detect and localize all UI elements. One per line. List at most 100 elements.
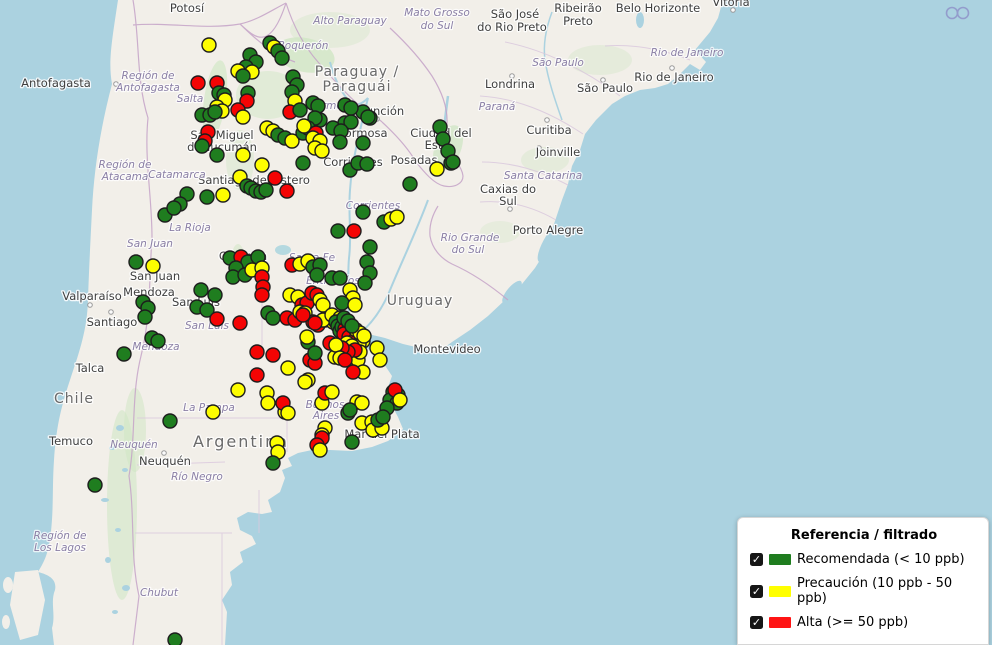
map-marker-yellow[interactable] <box>347 297 363 313</box>
map-marker-yellow[interactable] <box>235 147 251 163</box>
map-marker-green[interactable] <box>330 223 346 239</box>
map-marker-yellow[interactable] <box>328 337 344 353</box>
map-marker-green[interactable] <box>265 310 281 326</box>
map-marker-green[interactable] <box>334 295 350 311</box>
map-marker-yellow[interactable] <box>145 258 161 274</box>
town-dot <box>669 65 675 71</box>
map-marker-green[interactable] <box>137 309 153 325</box>
map-marker-yellow[interactable] <box>372 352 388 368</box>
map-marker-yellow[interactable] <box>354 395 370 411</box>
map-marker-red[interactable] <box>337 352 353 368</box>
map-marker-red[interactable] <box>307 315 323 331</box>
map-marker-green[interactable] <box>332 270 348 286</box>
map-marker-green[interactable] <box>193 282 209 298</box>
map-marker-green[interactable] <box>342 402 358 418</box>
map-marker-red[interactable] <box>239 93 255 109</box>
map-label: Temuco <box>48 434 93 448</box>
town-dot <box>161 450 167 456</box>
map-marker-green[interactable] <box>332 134 348 150</box>
map-marker-yellow[interactable] <box>312 442 328 458</box>
map-marker-red[interactable] <box>265 347 281 363</box>
map-marker-yellow[interactable] <box>356 328 372 344</box>
map-marker-green[interactable] <box>235 68 251 84</box>
map-marker-red[interactable] <box>249 367 265 383</box>
map-marker-green[interactable] <box>194 138 210 154</box>
map-marker-yellow[interactable] <box>429 161 445 177</box>
legend-row-recomendada: ✓ Recomendada (< 10 ppb) <box>750 552 978 567</box>
map-marker-green[interactable] <box>309 267 325 283</box>
map-marker-yellow[interactable] <box>235 109 251 125</box>
map-marker-yellow[interactable] <box>392 392 408 408</box>
map-marker-green[interactable] <box>162 413 178 429</box>
map-marker-yellow[interactable] <box>215 187 231 203</box>
map-marker-yellow[interactable] <box>315 297 331 313</box>
map-label: Montevideo <box>413 342 480 356</box>
map-marker-green[interactable] <box>307 345 323 361</box>
map-marker-green[interactable] <box>116 346 132 362</box>
map-marker-yellow[interactable] <box>254 157 270 173</box>
town-dot <box>536 145 542 151</box>
map-marker-red[interactable] <box>232 315 248 331</box>
map-marker-green[interactable] <box>295 155 311 171</box>
map-marker-green[interactable] <box>344 318 360 334</box>
map-marker-red[interactable] <box>249 344 265 360</box>
map-marker-yellow[interactable] <box>230 382 246 398</box>
map-marker-red[interactable] <box>345 364 361 380</box>
map-marker-yellow[interactable] <box>280 360 296 376</box>
map-marker-green[interactable] <box>199 302 215 318</box>
map-marker-green[interactable] <box>344 434 360 450</box>
map-marker-green[interactable] <box>207 104 223 120</box>
map-marker-green[interactable] <box>357 275 373 291</box>
map-marker-yellow[interactable] <box>205 404 221 420</box>
map-marker-green[interactable] <box>362 239 378 255</box>
map-marker-green[interactable] <box>265 455 281 471</box>
infinity-logo-icon <box>945 6 970 20</box>
map-label: Mendoza <box>123 285 175 299</box>
map-marker-yellow[interactable] <box>389 209 405 225</box>
map-label: Mato Grosso <box>404 7 470 19</box>
map-marker-yellow[interactable] <box>314 143 330 159</box>
map-marker-green[interactable] <box>207 287 223 303</box>
map-marker-green[interactable] <box>292 102 308 118</box>
map-marker-yellow[interactable] <box>201 37 217 53</box>
checkbox-precaucion[interactable]: ✓ <box>750 584 763 598</box>
map-marker-red[interactable] <box>346 223 362 239</box>
map-marker-yellow[interactable] <box>324 384 340 400</box>
map-marker-green[interactable] <box>375 409 391 425</box>
map-marker-green[interactable] <box>274 50 290 66</box>
map-marker-green[interactable] <box>355 204 371 220</box>
map-marker-yellow[interactable] <box>296 118 312 134</box>
map-marker-green[interactable] <box>359 156 375 172</box>
map-marker-green[interactable] <box>360 109 376 125</box>
map-marker-yellow[interactable] <box>280 405 296 421</box>
map-marker-green[interactable] <box>199 189 215 205</box>
map-marker-red[interactable] <box>295 307 311 323</box>
map-marker-green[interactable] <box>167 632 183 645</box>
map-marker-red[interactable] <box>209 311 225 327</box>
map-marker-green[interactable] <box>258 182 274 198</box>
map-marker-green[interactable] <box>343 100 359 116</box>
map-marker-green[interactable] <box>87 477 103 493</box>
map-label: Rio Grande <box>441 232 500 244</box>
map-marker-yellow[interactable] <box>260 395 276 411</box>
map-marker-yellow[interactable] <box>297 374 313 390</box>
map-marker-red[interactable] <box>190 75 206 91</box>
map-marker-green[interactable] <box>209 147 225 163</box>
map-marker-green[interactable] <box>128 254 144 270</box>
map-marker-green[interactable] <box>402 176 418 192</box>
map-marker-red[interactable] <box>279 183 295 199</box>
checkbox-alta[interactable]: ✓ <box>750 616 763 629</box>
checkbox-recomendada[interactable]: ✓ <box>750 553 763 566</box>
map-marker-green[interactable] <box>150 333 166 349</box>
map-marker-yellow[interactable] <box>284 133 300 149</box>
map-marker-green[interactable] <box>445 154 461 170</box>
map-marker-green[interactable] <box>355 135 371 151</box>
map-marker-green[interactable] <box>166 200 182 216</box>
map-marker-yellow[interactable] <box>299 329 315 345</box>
town-dot <box>509 73 515 79</box>
map-label: Paraguay / <box>315 64 400 80</box>
map-marker-red[interactable] <box>254 287 270 303</box>
map-marker-red[interactable] <box>267 170 283 186</box>
